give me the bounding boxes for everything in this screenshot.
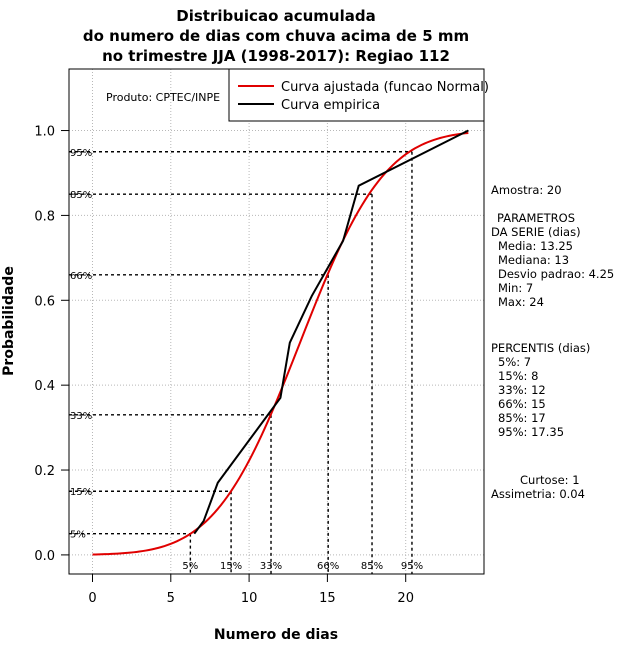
percentile-left-label: 33% [70,411,92,422]
x-tick-label: 15 [319,591,336,606]
percentile-left-label: 5% [70,530,86,541]
percentile-33: 33%: 12 [498,383,546,397]
y-tick-label: 0.6 [34,294,55,309]
stddev-value: Desvio padrao: 4.25 [498,267,614,281]
curves [92,129,469,556]
max-value: Max: 24 [498,295,544,309]
percentile-bottom-label: 85% [361,561,383,572]
legend-label-empirical: Curva empirica [281,98,380,113]
percentile-labels: 5% 5% 15% 15% 33% 33% 66% 66% 85% 85% 95% 95% [70,148,423,572]
legend-box [228,68,485,122]
y-tick-label: 0.4 [34,379,55,394]
statistics-panel: Amostra: 20 PARAMETROS DA SERIE (dias) M… [491,183,614,501]
percentile-bottom-label: 5% [182,561,198,572]
chart-title: Distribuicao acumulada do numero de dias… [83,7,469,65]
percentile-95: 95%: 17.35 [498,425,564,439]
percentile-bottom-label: 15% [220,561,242,572]
kurtosis-value: Curtose: 1 [520,473,580,487]
y-tick-label: 1.0 [34,125,55,140]
title-line-1: Distribuicao acumulada [176,7,375,25]
product-label: Produto: CPTEC/INPE [106,91,220,104]
title-line-2: do numero de dias com chuva acima de 5 m… [83,27,469,45]
grid [69,69,484,574]
percentile-bottom-label: 33% [260,561,282,572]
percentile-85: 85%: 17 [498,411,546,425]
min-value: Min: 7 [498,281,533,295]
axes: 0 5 10 15 20 0.0 0.2 0.4 0.6 0.8 1.0 [34,125,414,606]
legend: Curva ajustada (funcao Normal) Curva emp… [228,68,489,122]
percentile-5: 5%: 7 [498,355,531,369]
percentile-left-label: 85% [70,190,92,201]
mean-value: Media: 13.25 [498,239,573,253]
percentile-left-label: 95% [70,148,92,159]
y-axis-title: Probabilidade [1,266,17,376]
title-line-3: no trimestre JJA (1998-2017): Regiao 112 [102,47,450,65]
legend-label-fitted: Curva ajustada (funcao Normal) [281,80,489,95]
x-axis-title: Numero de dias [214,627,338,643]
percentile-66: 66%: 15 [498,397,546,411]
percentile-bottom-label: 66% [317,561,339,572]
percentile-bottom-label: 95% [401,561,423,572]
empirical-curve [193,129,469,535]
x-tick-label: 0 [88,591,96,606]
parameters-title-1: PARAMETROS [497,211,575,225]
percentile-left-label: 66% [70,271,92,282]
fitted-normal-curve [92,131,469,556]
y-tick-label: 0.8 [34,209,55,224]
parameters-title-2: DA SERIE (dias) [491,225,581,239]
x-tick-label: 5 [167,591,175,606]
y-tick-label: 0.0 [34,549,55,564]
percentile-guides [69,151,413,574]
percentile-15: 15%: 8 [498,369,538,383]
percentile-left-label: 15% [70,487,92,498]
skewness-value: Assimetria: 0.04 [491,487,585,501]
x-tick-label: 10 [241,591,258,606]
x-tick-label: 20 [397,591,414,606]
median-value: Mediana: 13 [498,253,569,267]
sample-size: Amostra: 20 [491,183,562,197]
y-tick-label: 0.2 [34,464,55,479]
percentiles-title: PERCENTIS (dias) [491,341,590,355]
